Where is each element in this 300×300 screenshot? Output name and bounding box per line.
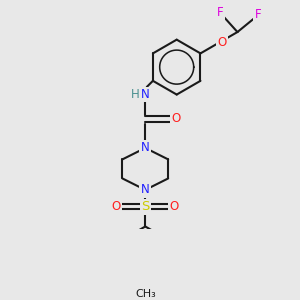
Text: F: F (255, 8, 261, 21)
Text: O: O (169, 200, 179, 213)
Text: O: O (112, 200, 121, 213)
Text: CH₃: CH₃ (135, 290, 156, 299)
Text: N: N (141, 88, 150, 101)
Text: N: N (141, 141, 150, 154)
Text: H: H (131, 88, 140, 101)
Text: O: O (218, 36, 226, 49)
Text: O: O (171, 112, 180, 125)
Text: S: S (141, 200, 149, 213)
Text: N: N (141, 183, 150, 196)
Text: F: F (218, 7, 224, 20)
